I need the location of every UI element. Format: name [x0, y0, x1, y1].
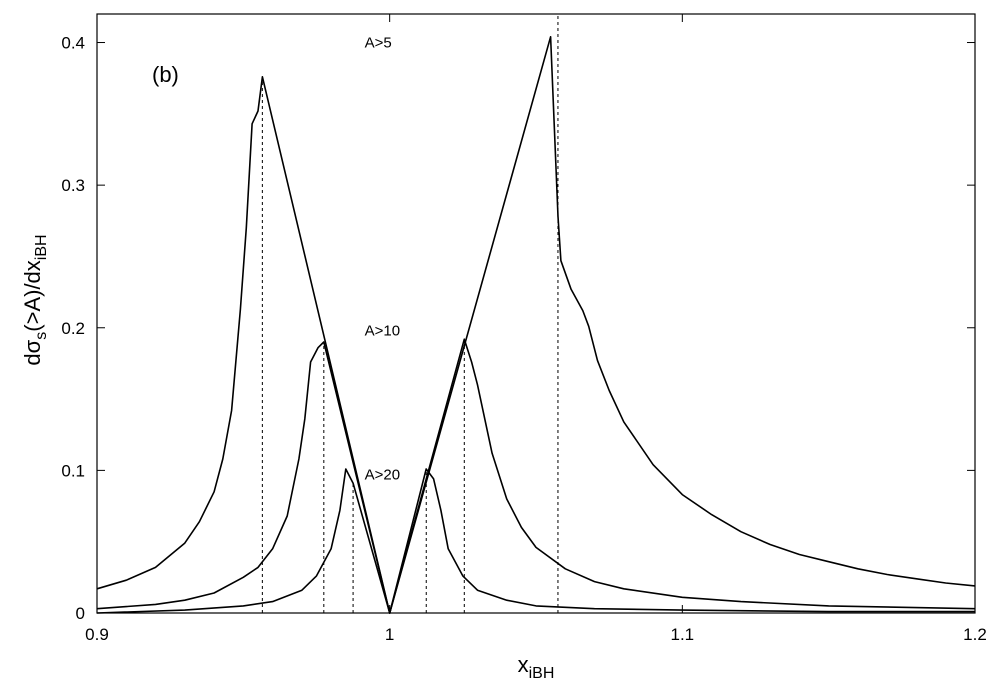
y-axis-label-part1: dσ [20, 339, 45, 365]
plot-frame [96, 13, 976, 614]
y-axis-label: dσs(>A)/dxiBH [20, 234, 50, 365]
panel-label: (b) [152, 62, 179, 87]
x-axis-label: xiBH [518, 652, 555, 682]
curve-annotation: A>5 [365, 35, 392, 52]
vertical-markers [261, 14, 559, 613]
x-axis-label-sub: iBH [529, 665, 555, 682]
axis-ticks: 0.9 1 1.1 1.2 0 0.1 0.2 0.3 0.4 [61, 14, 987, 644]
y-axis-label-sub1: s [33, 332, 50, 340]
curve-annotation: A>20 [365, 467, 400, 484]
x-tick-label: 1 [385, 625, 394, 644]
series-line-1 [96, 36, 976, 614]
curve-annotation: A>10 [365, 323, 400, 340]
y-axis-label-part2: (>A)/dx [20, 260, 45, 332]
y-tick-label: 0.3 [61, 176, 85, 195]
x-axis-label-main: x [518, 652, 529, 677]
x-tick-label: 0.9 [85, 625, 109, 644]
y-tick-label: 0.4 [61, 34, 85, 53]
series-lines [96, 36, 976, 614]
y-tick-label: 0.2 [61, 319, 85, 338]
y-tick-label: 0 [76, 604, 85, 623]
y-axis-label-sub2: iBH [33, 234, 50, 260]
series-line-3 [96, 468, 975, 614]
x-tick-label: 1.1 [671, 625, 695, 644]
series-line-2 [96, 338, 976, 614]
annotations: A>5 A>10 A>20 [365, 35, 400, 484]
x-tick-label: 1.2 [963, 625, 987, 644]
y-tick-label: 0.1 [61, 461, 85, 480]
